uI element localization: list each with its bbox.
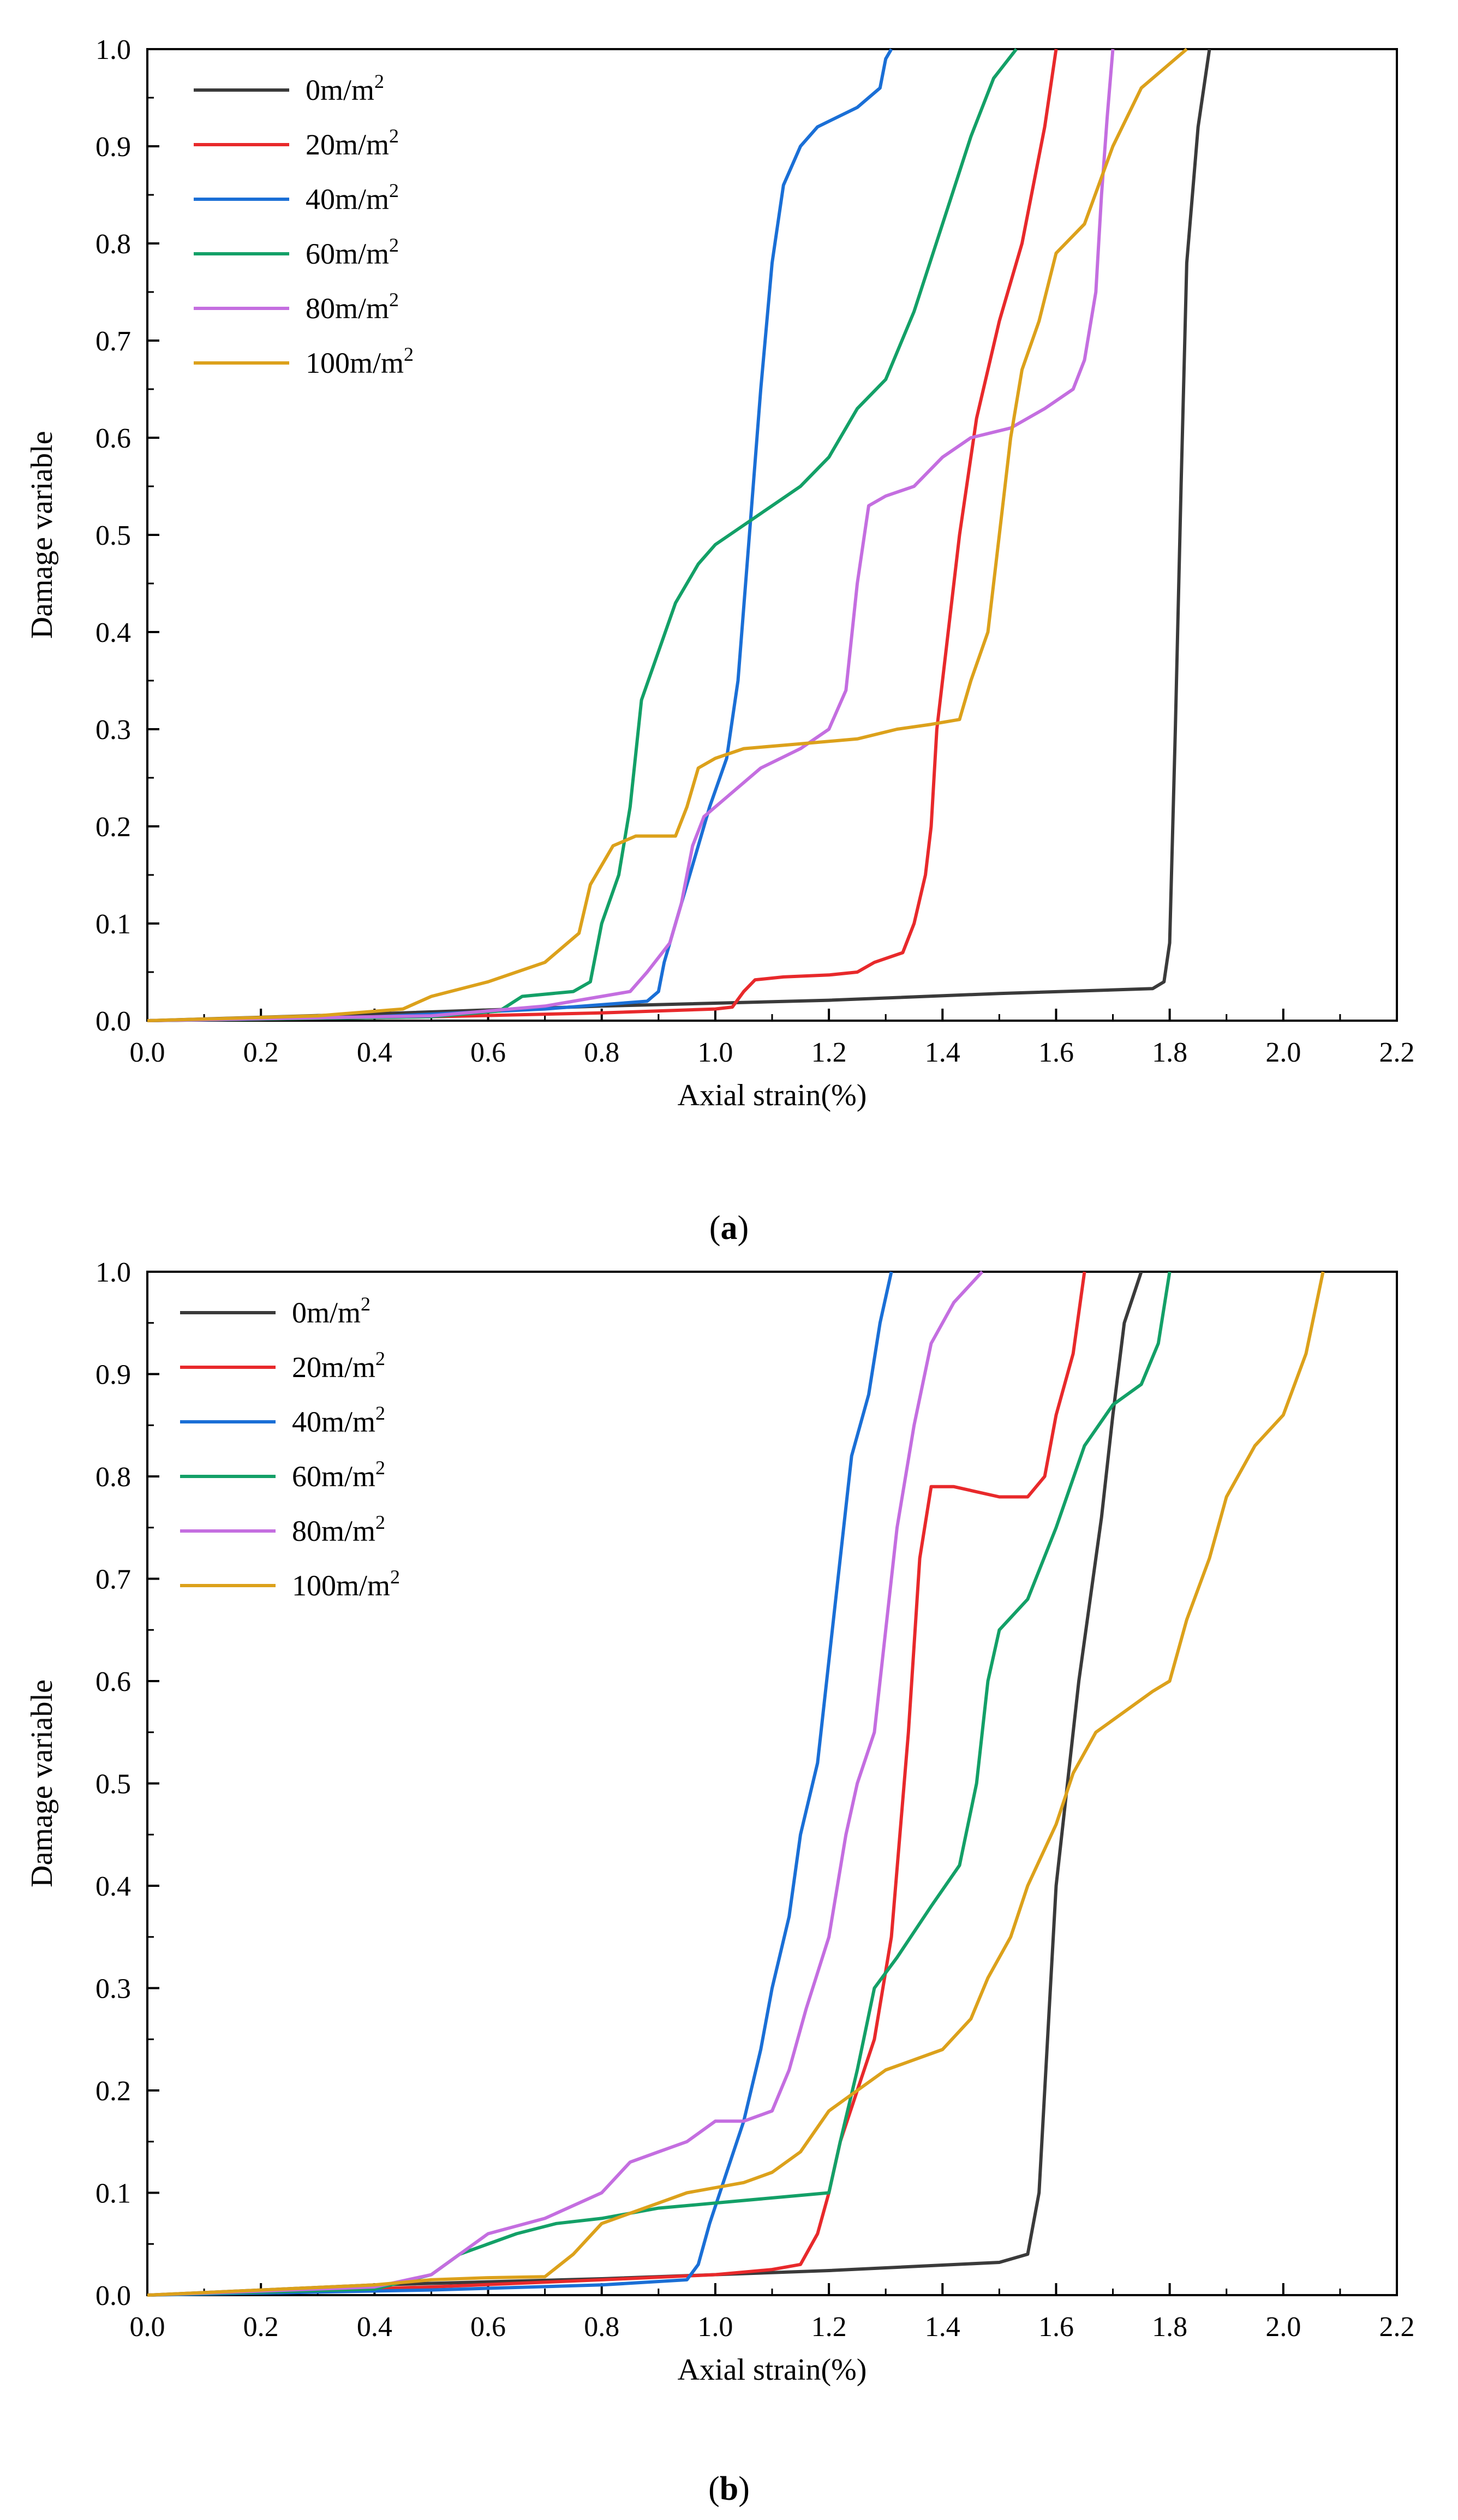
chart-b-xlabel: Axial strain(%) [678, 2353, 867, 2387]
chart-a-xtick-label: 2.2 [1379, 1037, 1415, 1068]
chart-b-xtick-label: 1.0 [697, 2312, 733, 2343]
chart-b-legend-label-0: 0m/m2 [292, 1293, 371, 1329]
chart-b-xtick-label: 2.2 [1379, 2312, 1415, 2343]
chart-a-legend-label-3: 60m/m2 [306, 234, 399, 270]
chart-panel-a: 0.0 0.2 0.4 0.6 0.8 1.0 1.2 1.4 1.6 1.8 2.0 2.2 0.0 0… [0, 0, 1458, 1255]
chart-b-ytick-label: 0.8 [95, 1462, 131, 1493]
chart-a-ytick-label: 0.1 [95, 909, 131, 940]
chart-b-xtick-label: 2.0 [1265, 2312, 1301, 2343]
chart-a-legend-label-5: 100m/m2 [306, 343, 414, 379]
chart-b-ytick-label: 0.1 [95, 2178, 131, 2209]
chart-b-ytick-label: 0.7 [95, 1564, 131, 1595]
chart-a-legend-label-0: 0m/m2 [306, 70, 384, 106]
chart-b-xtick-label: 0.0 [130, 2312, 165, 2343]
chart-b-xtick-label: 0.2 [243, 2312, 279, 2343]
chart-b-xtick-label: 0.4 [357, 2312, 392, 2343]
chart-b-xtick-label: 0.6 [470, 2312, 506, 2343]
caption-a-label: a [720, 1210, 738, 1247]
chart-b-ytick-label: 0.3 [95, 1974, 131, 2005]
chart-b-series-line-5 [147, 1271, 1325, 2297]
chart-a-xtick-label: 1.0 [697, 1037, 733, 1068]
chart-a-ytick-label: 0.0 [95, 1006, 131, 1037]
caption-a: (a) [709, 1210, 749, 1247]
chart-a-xtick-label: 2.0 [1265, 1037, 1301, 1068]
chart-a-legend-label-2: 40m/m2 [306, 180, 399, 216]
chart-b-xtick-label: 1.6 [1038, 2312, 1074, 2343]
chart-b-legend-label-1: 20m/m2 [292, 1348, 385, 1384]
chart-b: 0.0 0.2 0.4 0.6 0.8 1.0 1.2 1.4 1.6 1.8 2.0 2.2 0.0 0… [25, 1257, 1415, 2387]
chart-a-series-line-5 [147, 47, 1188, 1022]
chart-a-xtick-label: 0.6 [470, 1037, 506, 1068]
chart-a-ytick-label: 0.9 [95, 132, 131, 163]
chart-a: 0.0 0.2 0.4 0.6 0.8 1.0 1.2 1.4 1.6 1.8 2.0 2.2 0.0 0… [25, 34, 1415, 1112]
chart-a-ytick-label: 0.2 [95, 812, 131, 843]
chart-a-series-line-2 [147, 48, 893, 1022]
chart-b-legend-label-3: 60m/m2 [292, 1457, 385, 1493]
chart-a-ytick-label: 0.3 [95, 714, 131, 746]
chart-b-ytick-label: 1.0 [95, 1257, 131, 1288]
chart-a-xlabel: Axial strain(%) [678, 1079, 867, 1112]
chart-b-ytick-label: 0.9 [95, 1360, 131, 1391]
chart-panel-b: 0.0 0.2 0.4 0.6 0.8 1.0 1.2 1.4 1.6 1.8 2.0 2.2 0.0 0… [0, 1255, 1458, 2520]
chart-a-xtick-label: 0.0 [130, 1037, 165, 1068]
chart-b-ytick-label: 0.2 [95, 2076, 131, 2107]
caption-b-label: b [719, 2470, 739, 2507]
chart-b-series-line-1 [147, 1271, 1086, 2297]
chart-a-ytick-label: 0.5 [95, 520, 131, 551]
chart-b-xtick-label: 1.8 [1152, 2312, 1187, 2343]
chart-b-legend-label-4: 80m/m2 [292, 1511, 385, 1547]
chart-b-ytick-label: 0.5 [95, 1769, 131, 1800]
chart-b-ytick-label: 0.0 [95, 2280, 131, 2312]
chart-a-ytick-label: 1.0 [95, 34, 131, 65]
chart-b-xtick-label: 1.2 [811, 2312, 847, 2343]
chart-a-legend-label-4: 80m/m2 [306, 289, 399, 325]
chart-a-ylabel: Damage variable [25, 431, 59, 639]
caption-b: (b) [708, 2470, 750, 2507]
chart-a-xtick-label: 0.2 [243, 1037, 279, 1068]
chart-a-xtick-label: 0.4 [357, 1037, 392, 1068]
chart-a-series-line-4 [147, 49, 1115, 1022]
chart-a-legend-label-1: 20m/m2 [306, 125, 399, 161]
chart-a-xtick-label: 0.8 [584, 1037, 619, 1068]
chart-b-series-line-3 [147, 1271, 1172, 2297]
chart-b-series-line-4 [147, 1270, 984, 2297]
chart-a-xtick-label: 1.4 [925, 1037, 960, 1068]
chart-b-series-line-0 [147, 1271, 1143, 2297]
chart-a-ytick-label: 0.7 [95, 326, 131, 357]
chart-b-xtick-label: 0.8 [584, 2312, 619, 2343]
chart-a-xtick-label: 1.2 [811, 1037, 847, 1068]
chart-a-series-line-1 [147, 49, 1058, 1022]
chart-a-xtick-label: 1.8 [1152, 1037, 1187, 1068]
chart-b-ylabel: Damage variable [25, 1679, 59, 1887]
chart-b-legend-label-5: 100m/m2 [292, 1566, 400, 1602]
chart-a-ytick-label: 0.4 [95, 617, 131, 648]
chart-a-series-line-3 [147, 48, 1018, 1022]
chart-b-series-line-2 [147, 1271, 893, 2297]
chart-a-xtick-label: 1.6 [1038, 1037, 1074, 1068]
chart-b-legend-label-2: 40m/m2 [292, 1402, 385, 1438]
chart-b-ytick-label: 0.4 [95, 1871, 131, 1902]
chart-b-ytick-label: 0.6 [95, 1666, 131, 1697]
chart-a-ytick-label: 0.6 [95, 423, 131, 454]
chart-b-xtick-label: 1.4 [925, 2312, 960, 2343]
chart-a-ytick-label: 0.8 [95, 229, 131, 260]
